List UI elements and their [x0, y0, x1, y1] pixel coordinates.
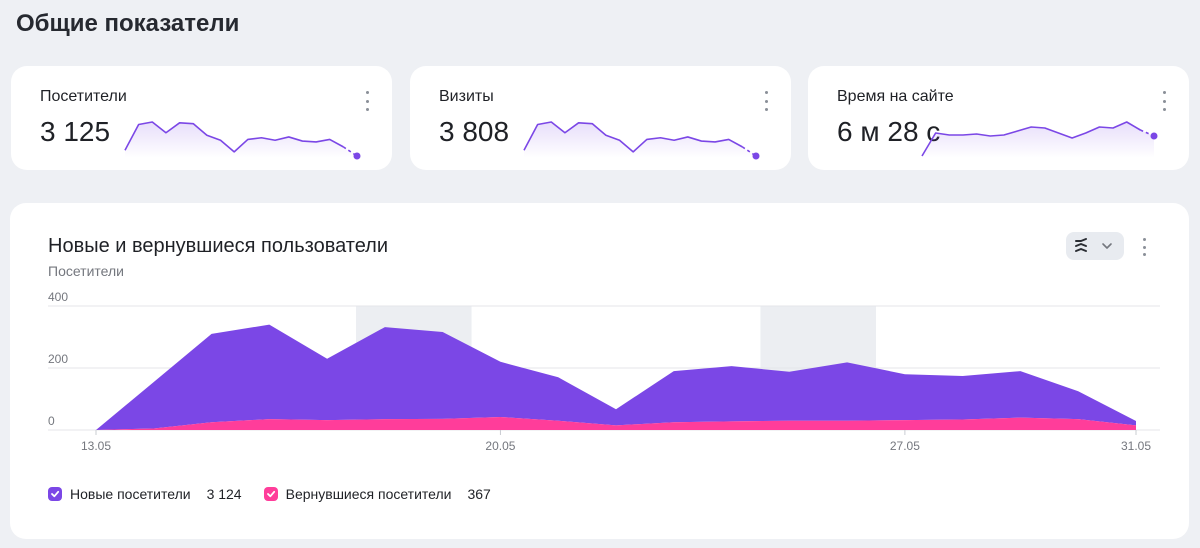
- kpi-card-time-on-site[interactable]: Время на сайте 6 м 28 с: [808, 66, 1189, 170]
- legend-label: Вернувшиеся посетители: [285, 486, 452, 502]
- kpi-value: 3 808: [439, 116, 510, 147]
- chart-title: Новые и вернувшиеся пользователи: [48, 235, 389, 257]
- chart-type-dropdown[interactable]: [1066, 232, 1124, 260]
- legend-total: 367: [467, 486, 491, 502]
- sparkline-area: [922, 122, 1154, 158]
- x-tick-label: 13.05: [81, 439, 111, 453]
- y-tick-label: 200: [48, 352, 68, 366]
- kpi-value: 6 м 28 с: [837, 116, 941, 147]
- kpi-sparkline: [124, 121, 361, 160]
- chart-subtitle: Посетители: [48, 263, 124, 279]
- more-icon[interactable]: [1139, 238, 1149, 256]
- checkbox-checked-icon[interactable]: [263, 487, 278, 501]
- more-icon[interactable]: [362, 91, 372, 111]
- x-tick-label: 20.05: [485, 439, 515, 453]
- chart-card: 0 200 400 13.05 20.05 27.05 31.05 Новые и верн…: [10, 203, 1189, 539]
- sparkline-line: [124, 121, 344, 153]
- kpi-card-visitors[interactable]: Посетители 3 125: [11, 66, 392, 170]
- stacked-area-icon: [1075, 238, 1112, 252]
- y-tick-label: 400: [48, 290, 68, 304]
- sparkline-area: [125, 122, 357, 158]
- sparkline-line: [921, 121, 1141, 157]
- chevron-down-icon: [1102, 243, 1112, 249]
- more-icon[interactable]: [761, 91, 771, 111]
- kpi-label: Визиты: [439, 88, 494, 105]
- more-icon[interactable]: [1159, 91, 1169, 111]
- kpi-sparkline: [921, 121, 1158, 158]
- legend-item-returning-visitors[interactable]: Вернувшиеся посетители 367: [263, 486, 491, 502]
- sparkline-last-point: [752, 152, 760, 160]
- sparkline-area: [524, 122, 756, 158]
- kpi-card-visits[interactable]: Визиты 3 808: [410, 66, 791, 170]
- series-area-returning-visitors: [96, 416, 1136, 430]
- checkbox-checked-icon[interactable]: [48, 487, 62, 501]
- y-tick-label: 0: [48, 414, 55, 428]
- kpi-label: Время на сайте: [837, 88, 954, 105]
- kpi-value: 3 125: [40, 116, 111, 147]
- kpi-sparkline: [523, 121, 760, 160]
- page-title: Общие показатели: [16, 10, 240, 37]
- legend-item-new-visitors[interactable]: Новые посетители 3 124: [48, 486, 242, 502]
- sparkline-last-point: [1150, 132, 1158, 140]
- legend-total: 3 124: [206, 486, 242, 502]
- area-chart: 0 200 400 13.05 20.05 27.05 31.05: [48, 290, 1160, 453]
- legend-label: Новые посетители: [70, 486, 191, 502]
- sparkline-last-point: [353, 152, 361, 160]
- series-area-new-visitors: [96, 324, 1136, 430]
- x-tick-label: 27.05: [890, 439, 920, 453]
- x-tick-label: 31.05: [1121, 439, 1151, 453]
- chart-legend: Новые посетители 3 124 Вернувшиеся посет…: [48, 486, 513, 502]
- kpi-label: Посетители: [40, 88, 127, 105]
- sparkline-line: [523, 121, 743, 153]
